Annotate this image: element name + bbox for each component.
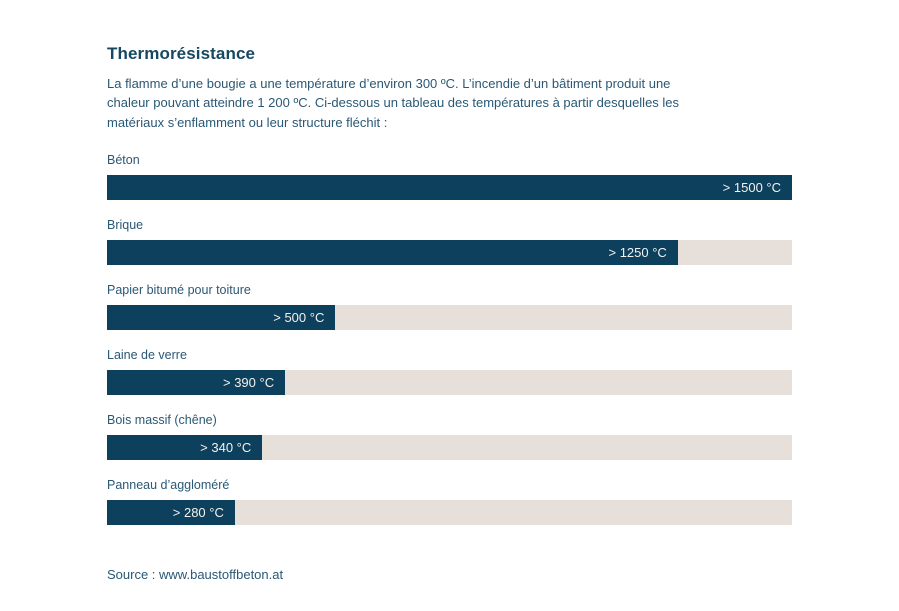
source-text: Source : www.baustoffbeton.at: [107, 566, 284, 582]
page-title: Thermorésistance: [107, 44, 256, 63]
intro-paragraph: La flamme d’une bougie a une température…: [107, 76, 680, 130]
bar-fill: > 500 °C: [107, 304, 336, 330]
bar-group: Papier bitumé pour toiture > 500 °C: [107, 282, 792, 330]
bar-group: Laine de verre > 390 °C: [107, 347, 792, 395]
bar-fill: > 340 °C: [107, 434, 263, 460]
bar-group: Bois massif (chêne) > 340 °C: [107, 412, 792, 460]
bar-category-label: Laine de verre: [107, 347, 187, 362]
bar-value-label: > 1250 °C: [608, 244, 667, 260]
bar-chart: Béton > 1500 °C Brique > 1250 °C Papier bitu…: [107, 152, 792, 525]
bar-fill: > 1250 °C: [107, 239, 678, 265]
bar-group: Panneau d’aggloméré > 280 °C: [107, 477, 792, 525]
bar-category-label: Brique: [107, 217, 144, 232]
bar-track: > 280 °C: [107, 499, 792, 525]
bar-fill: > 1500 °C: [107, 174, 792, 200]
bar-track: > 390 °C: [107, 369, 792, 395]
bar-category-label: Panneau d’aggloméré: [107, 477, 230, 492]
bar-track: > 340 °C: [107, 434, 792, 460]
bar-track: > 1500 °C: [107, 174, 792, 200]
bar-value-label: > 500 °C: [273, 309, 325, 325]
bar-group: Béton > 1500 °C: [107, 152, 792, 200]
bar-value-label: > 340 °C: [200, 439, 252, 455]
bar-group: Brique > 1250 °C: [107, 217, 792, 265]
bar-category-label: Bois massif (chêne): [107, 412, 217, 427]
bar-track: > 1250 °C: [107, 239, 792, 265]
bar-category-label: Béton: [107, 152, 140, 167]
bar-fill: > 280 °C: [107, 499, 235, 525]
bar-track: > 500 °C: [107, 304, 792, 330]
bar-value-label: > 1500 °C: [722, 179, 781, 195]
bar-fill: > 390 °C: [107, 369, 286, 395]
bar-value-label: > 390 °C: [223, 374, 275, 390]
bar-value-label: > 280 °C: [172, 504, 224, 520]
bar-category-label: Papier bitumé pour toiture: [107, 282, 251, 297]
